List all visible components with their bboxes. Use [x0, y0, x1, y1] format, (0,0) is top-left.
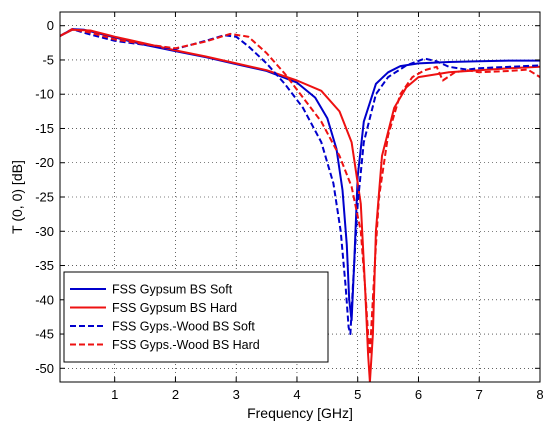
x-axis-title: Frequency [GHz] — [247, 405, 353, 421]
x-tick-label: 4 — [293, 387, 300, 402]
x-tick-label: 5 — [354, 387, 361, 402]
y-tick-label: -30 — [35, 224, 54, 239]
x-tick-label: 3 — [233, 387, 240, 402]
y-axis-title: T (0, 0) [dB] — [9, 160, 25, 234]
x-tick-label: 8 — [536, 387, 543, 402]
legend-box — [63, 271, 329, 363]
legend-label-3: FSS Gyps.-Wood BS Soft — [112, 320, 255, 334]
y-tick-label: -50 — [35, 361, 54, 376]
tick-labels: 1 2 3 4 5 6 7 8 0 -5 -10 -15 -20 -25 -30 -35 -40 -45 -50 — [35, 18, 543, 402]
legend: FSS Gypsum BS Soft FSS Gypsum BS Hard FSS … — [63, 271, 329, 363]
y-tick-label: -10 — [35, 87, 54, 102]
y-tick-label: -20 — [35, 155, 54, 170]
y-tick-label: -5 — [42, 52, 54, 67]
y-tick-label: -45 — [35, 327, 54, 342]
tick-marks — [60, 12, 541, 382]
series-line-2 — [60, 28, 540, 382]
legend-label-1: FSS Gypsum BS Soft — [112, 283, 233, 297]
x-tick-label: 2 — [172, 387, 179, 402]
y-tick-label: -15 — [35, 121, 54, 136]
series-layer — [60, 28, 540, 382]
legend-label-4: FSS Gyps.-Wood BS Hard — [112, 338, 260, 352]
series-line-3 — [60, 28, 540, 335]
x-tick-label: 7 — [476, 387, 483, 402]
x-tick-label: 6 — [415, 387, 422, 402]
legend-label-2: FSS Gypsum BS Hard — [112, 301, 237, 315]
y-tick-label: -25 — [35, 190, 54, 205]
y-tick-label: -35 — [35, 258, 54, 273]
y-tick-label: -40 — [35, 292, 54, 307]
x-tick-label: 1 — [111, 387, 118, 402]
y-tick-label: 0 — [47, 18, 54, 33]
